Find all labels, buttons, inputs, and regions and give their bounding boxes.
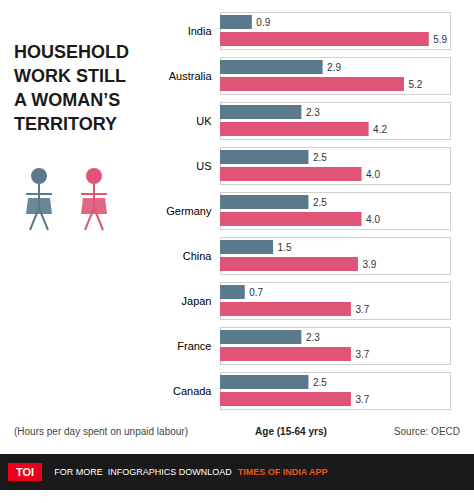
svg-text:3.7: 3.7 <box>355 394 369 405</box>
html-text:Age (15-64 yrs): Age (15-64 yrs) <box>255 426 327 437</box>
svg-text:Australia: Australia <box>169 70 213 82</box>
svg-text:Japan: Japan <box>182 295 212 307</box>
html-text:A WOMAN’S: A WOMAN’S <box>14 90 121 110</box>
svg-text:2.5: 2.5 <box>313 197 327 208</box>
svg-text:1.5: 1.5 <box>278 242 292 253</box>
html-text:FOR MORE INFOGRAPHICS DOWNLOAD: FOR MORE INFOGRAPHICS DOWNLOAD <box>54 467 232 477</box>
svg-text:India: India <box>188 25 213 37</box>
svg-text:3.7: 3.7 <box>355 304 369 315</box>
svg-text:2.5: 2.5 <box>313 377 327 388</box>
svg-text:4.0: 4.0 <box>366 214 380 225</box>
svg-text:0.7: 0.7 <box>249 287 263 298</box>
svg-text:0.9: 0.9 <box>256 17 270 28</box>
html-text:TIMES OF INDIA APP: TIMES OF INDIA APP <box>237 467 328 477</box>
html-text:WORK STILL: WORK STILL <box>14 66 126 86</box>
html-text:HOUSEHOLD: HOUSEHOLD <box>14 42 129 62</box>
svg-text:Germany: Germany <box>166 205 212 217</box>
svg-text:5.2: 5.2 <box>409 79 423 90</box>
svg-text:France: France <box>177 340 211 352</box>
svg-text:2.9: 2.9 <box>327 62 341 73</box>
svg-text:Canada: Canada <box>173 385 212 397</box>
svg-text:3.9: 3.9 <box>363 259 377 270</box>
svg-text:5.9: 5.9 <box>433 34 447 45</box>
svg-text:2.3: 2.3 <box>306 107 320 118</box>
html-text:TERRITORY: TERRITORY <box>14 114 117 134</box>
html-text:(Hours per day spent on unpaid: (Hours per day spent on unpaid labour) <box>14 426 188 437</box>
svg-text:China: China <box>183 250 213 262</box>
svg-text:3.7: 3.7 <box>355 349 369 360</box>
svg-text:UK: UK <box>196 115 212 127</box>
svg-text:4.2: 4.2 <box>373 124 387 135</box>
html-text:TOI: TOI <box>16 466 35 478</box>
svg-text:2.3: 2.3 <box>306 332 320 343</box>
svg-text:US: US <box>196 160 211 172</box>
svg-text:4.0: 4.0 <box>366 169 380 180</box>
html-text:Source: OECD: Source: OECD <box>393 426 460 437</box>
svg-text:2.5: 2.5 <box>313 152 327 163</box>
